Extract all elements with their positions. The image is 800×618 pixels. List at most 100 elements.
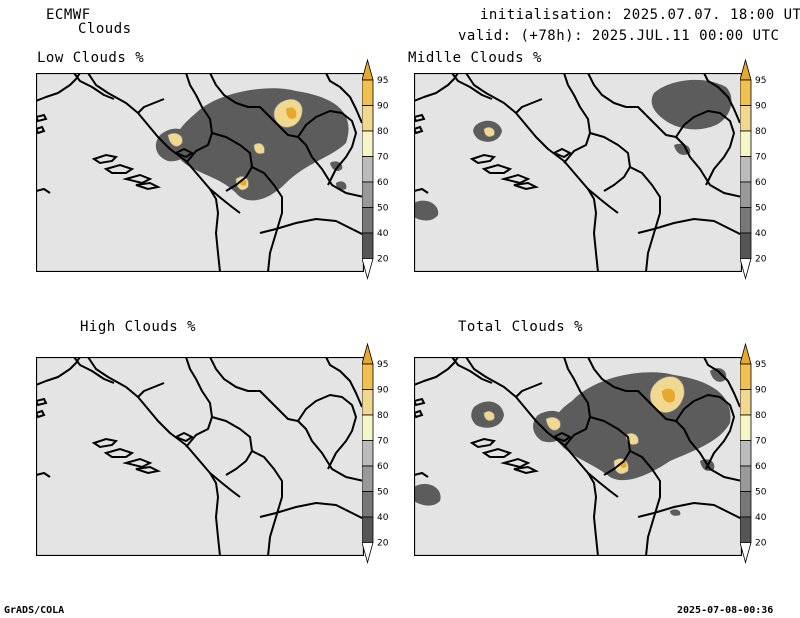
country-border [325,73,363,124]
colorbar-segment [362,156,374,183]
colorbar-tick-label: 80 [755,411,767,421]
map-background [36,357,364,556]
cloud-cover-area [714,101,726,113]
cloud-cover-peak-area [662,388,676,403]
country-border [587,73,647,116]
country-border [36,188,51,194]
country-border [414,188,429,194]
country-border [175,432,193,442]
country-border [73,357,115,384]
island-outline [91,437,119,449]
country-border [637,218,742,236]
country-border [259,502,364,520]
country-border [645,114,742,198]
country-border [553,148,571,158]
colorbar-arrow-bottom [740,258,752,281]
island-outline [513,181,540,191]
colorbar-tick-label: 95 [377,76,388,86]
colorbar-tick-label: 60 [755,462,767,472]
island-outline [36,125,46,135]
country-border [259,218,364,236]
country-border [175,148,193,158]
colorbar-segment [740,363,752,390]
colorbar-segment [740,389,752,416]
country-border [515,382,543,398]
country-border [209,357,269,400]
colorbar-tick-label: 60 [755,178,767,188]
colorbar-segment [740,181,752,208]
colorbar-segment [740,156,752,183]
country-border [185,357,213,448]
island-outline [122,457,153,469]
country-border [515,98,543,114]
cloud-cover-area [553,372,731,481]
colorbar-arrow-bottom [362,258,374,281]
cloud-cover-area [710,368,727,382]
colorbar-high: 20 40 50 60 70 80 90 95 [362,342,389,565]
island-outline [513,465,540,475]
valid-time: valid: (+78h): 2025.JUL.11 00:00 UTC [458,28,780,44]
country-border [451,73,493,100]
colorbar-tick-label: 70 [755,153,767,163]
colorbar-tick-label: 40 [377,229,389,239]
colorbar-segment [362,232,374,259]
colorbar-tick-label: 50 [377,204,389,214]
colorbar-tick-label: 20 [755,539,767,549]
country-border [137,98,165,114]
country-border [629,166,661,272]
colorbar-mid: 20 40 50 60 70 80 90 95 [740,58,767,281]
country-border [87,73,241,214]
country-border [553,432,571,442]
colorbar-tick-label: 80 [755,127,767,137]
colorbar-tick-label: 80 [377,411,389,421]
colorbar-arrow-top [362,58,374,81]
cloud-cover-high-area [483,127,495,137]
country-border [703,357,741,408]
colorbar-segment [362,491,374,518]
country-border [251,166,283,272]
colorbar-tick-label: 70 [377,153,389,163]
colorbar-tick-label: 50 [755,488,767,498]
country-border [589,416,631,476]
country-border [589,132,631,192]
cloud-cover-peak-area [286,107,297,119]
colorbar-tick-label: 60 [377,178,389,188]
colorbar-segment [740,207,752,234]
footer-timestamp: 2025-07-08-00:36 [677,605,774,616]
island-outline [103,163,135,174]
country-border [209,472,221,556]
country-border [36,472,51,478]
initialisation-time: initialisation: 2025.07.07. 18:00 UTC [480,7,800,23]
country-border [297,110,357,186]
country-border [465,357,619,498]
colorbar-tick-label: 95 [755,76,766,86]
country-border [297,394,357,470]
colorbar-segment [362,130,374,157]
colorbar-segment [740,79,752,106]
country-border [675,110,735,186]
cloud-cover-area [651,79,732,130]
colorbar-segment [740,130,752,157]
country-border [209,73,269,116]
country-border [563,357,591,448]
colorbar-segment [740,105,752,132]
country-border [325,357,363,408]
colorbar-segment [362,207,374,234]
island-outline [36,409,46,419]
island-outline [36,113,48,123]
island-outline [414,125,424,135]
island-outline [481,163,513,174]
island-outline [122,173,153,185]
colorbar-tick-label: 70 [377,437,389,447]
colorbar-arrow-top [740,58,752,81]
map-panel-total-clouds [414,357,742,556]
country-border [267,398,364,482]
country-border [703,73,741,124]
island-outline [481,447,513,458]
map-panel-high-clouds [36,357,364,556]
colorbar-tick-label: 70 [755,437,767,447]
map-panel-low-clouds [36,73,364,272]
country-border [414,472,429,478]
country-border [73,73,115,100]
map-panel-middle-clouds [414,73,742,272]
